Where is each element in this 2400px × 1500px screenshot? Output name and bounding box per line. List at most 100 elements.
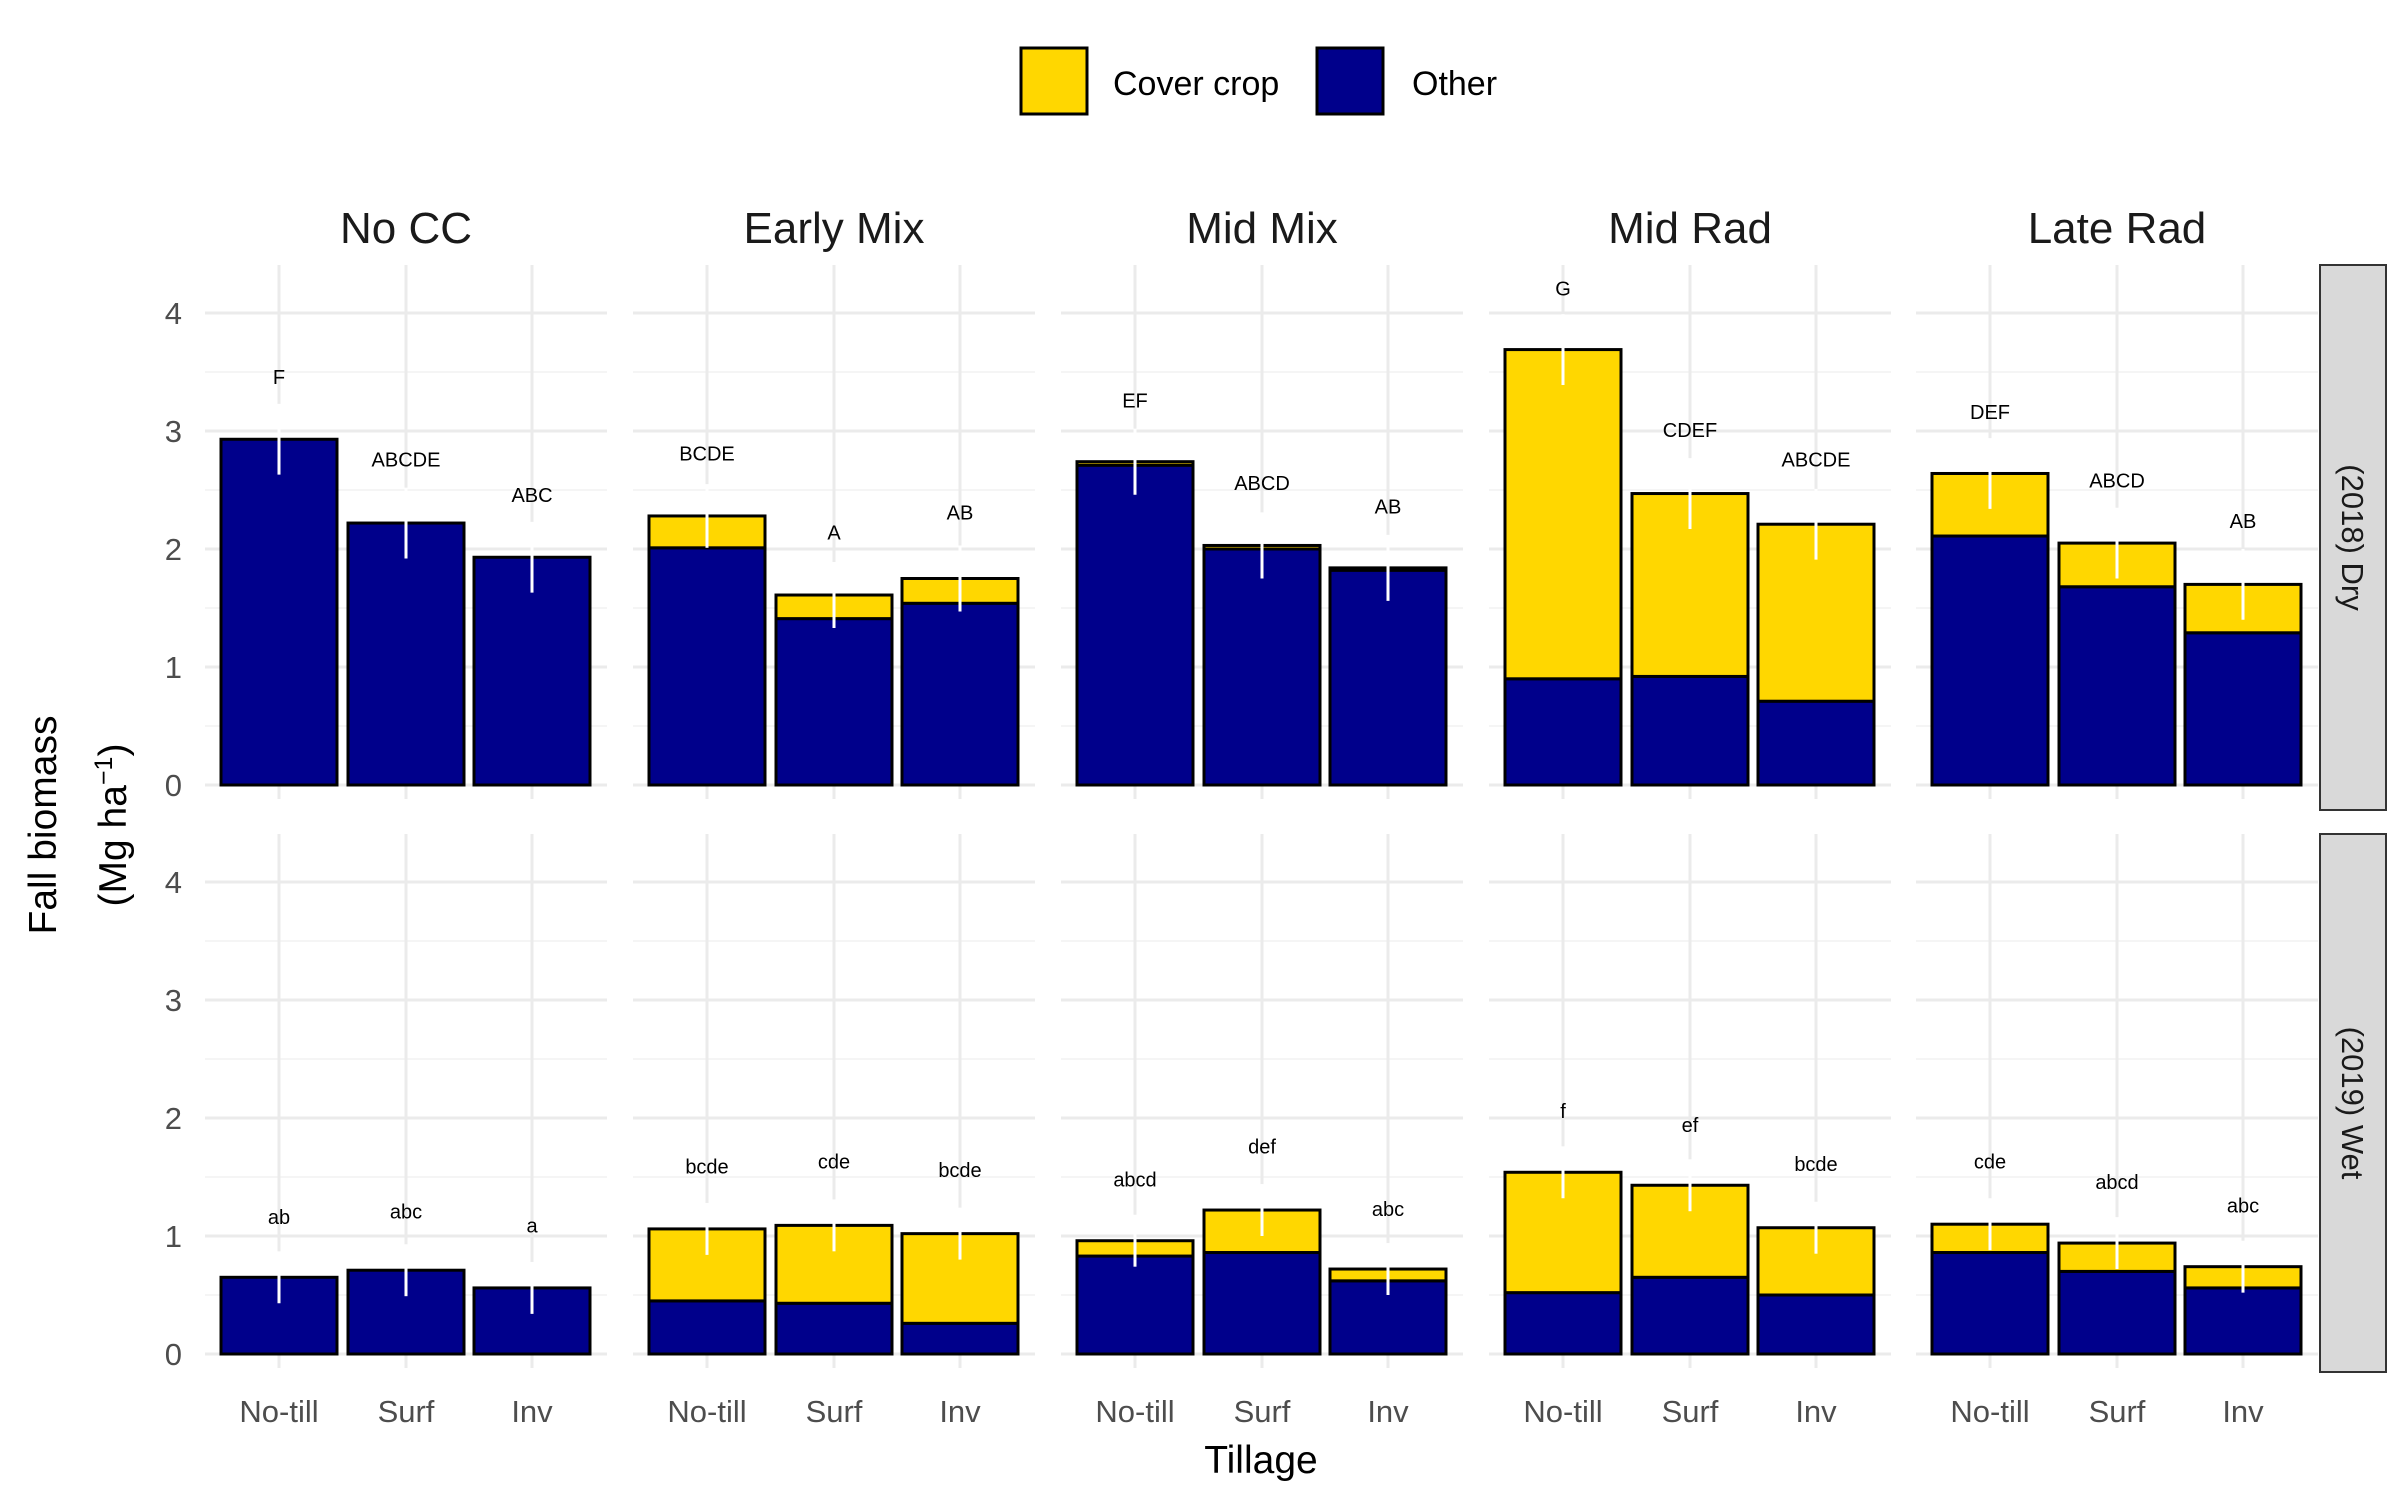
significance-label-inv: AB [947, 503, 974, 525]
significance-label-inv: bcde [938, 1160, 981, 1182]
bar-other-surf [1630, 674, 1750, 787]
panel-2019-wet-early-mix: bcde cde bcde [633, 834, 1035, 1368]
x-tick-label-surf: Surf [378, 1394, 435, 1429]
panel-title-mid-mix: Mid Mix [1186, 204, 1338, 253]
significance-label-inv: a [526, 1215, 538, 1237]
bar-other-surf [774, 617, 894, 787]
panel-title-no-cc: No CC [340, 204, 472, 253]
bar-other-surf [1202, 547, 1322, 787]
x-tick-label-surf: Surf [806, 1394, 863, 1429]
significance-label-inv: abc [2227, 1195, 2259, 1217]
bar-other-surf [346, 521, 466, 787]
significance-label-surf: cde [818, 1152, 850, 1174]
row-strip-label-2018-dry: (2018) Dry [2335, 464, 2370, 611]
panel-2018-dry-early-mix: BCDE A AB [633, 265, 1035, 799]
panel-2019-wet-late-rad: cde abcd abc [1916, 834, 2318, 1368]
significance-label-inv: ABC [511, 485, 552, 507]
panel-2019-wet-no-cc: ab abc a [205, 834, 607, 1368]
y-tick-label: 0 [165, 1337, 182, 1372]
significance-label-no-till: DEF [1970, 402, 2010, 424]
x-tick-label-surf: Surf [2089, 1394, 2146, 1429]
x-tick-label-inv: Inv [511, 1394, 553, 1429]
bar-other-surf [2057, 585, 2177, 787]
panel-2018-dry-mid-rad: G CDEF ABCDE [1489, 265, 1891, 799]
significance-label-surf: abcd [2095, 1172, 2138, 1194]
row-strip-label-2019-wet: (2019) Wet [2335, 1027, 2370, 1180]
panel-2018-dry-late-rad: DEF ABCD AB [1916, 265, 2318, 799]
x-tick-label-no-till: No-till [667, 1394, 746, 1429]
significance-label-inv: AB [1375, 497, 1402, 519]
bar-other-surf [1202, 1251, 1322, 1356]
bar-other-no-till [647, 1299, 767, 1356]
x-axis-title: Tillage [1204, 1439, 1317, 1482]
significance-label-no-till: cde [1974, 1152, 2006, 1174]
panel-2019-wet-mid-mix: abcd def abc [1061, 834, 1463, 1368]
significance-label-no-till: G [1555, 278, 1571, 300]
bar-other-no-till [1503, 1291, 1623, 1356]
bar-other-inv [2183, 1286, 2303, 1356]
significance-label-surf: ABCD [2089, 471, 2145, 493]
significance-label-surf: ef [1682, 1115, 1699, 1137]
row-strip-2018-dry [2319, 264, 2387, 811]
panel-2018-dry-no-cc: F ABCDE ABC [205, 265, 607, 799]
bar-other-surf [2057, 1269, 2177, 1356]
significance-label-inv: AB [2230, 511, 2257, 533]
significance-label-surf: CDEF [1663, 420, 1717, 442]
significance-label-surf: ABCDE [372, 449, 441, 471]
y-axis-title: Fall biomass (Mg ha−1) [22, 716, 135, 935]
x-tick-label-inv: Inv [2222, 1394, 2264, 1429]
significance-label-no-till: F [273, 367, 285, 389]
x-tick-label-no-till: No-till [1095, 1394, 1174, 1429]
y-tick-label: 0 [165, 768, 182, 803]
panel-2019-wet-mid-rad: f ef bcde [1489, 834, 1891, 1368]
bar-other-no-till [1503, 677, 1623, 787]
significance-label-no-till: bcde [685, 1156, 728, 1178]
panel-title-late-rad: Late Rad [2028, 204, 2207, 253]
bar-other-surf [1630, 1275, 1750, 1356]
x-tick-label-surf: Surf [1662, 1394, 1719, 1429]
panel-title-mid-rad: Mid Rad [1608, 204, 1772, 253]
bar-cover-crop-inv [1756, 522, 1876, 703]
bar-other-inv [1328, 568, 1448, 787]
bar-other-no-till [219, 437, 339, 787]
x-tick-label-surf: Surf [1234, 1394, 1291, 1429]
legend-label-cover-crop: Cover crop [1113, 65, 1279, 103]
x-tick-label-inv: Inv [1367, 1394, 1409, 1429]
bar-other-inv [900, 601, 1020, 787]
significance-label-inv: ABCDE [1782, 449, 1851, 471]
bar-other-no-till [1930, 1251, 2050, 1356]
legend-label-other: Other [1412, 65, 1497, 103]
x-tick-label-inv: Inv [939, 1394, 981, 1429]
bar-other-inv [472, 555, 592, 787]
significance-label-no-till: EF [1122, 390, 1148, 412]
bar-other-no-till [1930, 534, 2050, 787]
bar-other-inv [1756, 1293, 1876, 1356]
significance-label-surf: ABCD [1234, 473, 1290, 495]
y-tick-label: 4 [165, 296, 182, 331]
bar-other-no-till [1075, 463, 1195, 787]
significance-label-inv: bcde [1794, 1154, 1837, 1176]
significance-label-no-till: f [1560, 1101, 1566, 1123]
y-tick-label: 2 [165, 532, 182, 567]
row-strip-2019-wet [2319, 833, 2387, 1373]
significance-label-surf: def [1248, 1136, 1276, 1158]
significance-label-surf: abc [390, 1201, 422, 1223]
x-tick-label-inv: Inv [1795, 1394, 1837, 1429]
bar-other-no-till [647, 546, 767, 787]
bar-other-inv [2183, 631, 2303, 787]
significance-label-inv: abc [1372, 1199, 1404, 1221]
x-tick-label-no-till: No-till [239, 1394, 318, 1429]
y-tick-label: 2 [165, 1101, 182, 1136]
legend: Cover crop Other [1019, 46, 1497, 116]
bar-other-surf [774, 1301, 894, 1356]
y-axis-title-line2: (Mg ha−1) [90, 744, 135, 907]
significance-label-no-till: abcd [1113, 1169, 1156, 1191]
bar-other-inv [1756, 699, 1876, 787]
y-tick-label: 1 [165, 1219, 182, 1254]
y-tick-label: 1 [165, 650, 182, 685]
y-axis-title-line1: Fall biomass [22, 716, 65, 935]
legend-key-cover-crop [1019, 46, 1089, 116]
y-tick-label: 3 [165, 983, 182, 1018]
bar-other-inv [900, 1321, 1020, 1356]
